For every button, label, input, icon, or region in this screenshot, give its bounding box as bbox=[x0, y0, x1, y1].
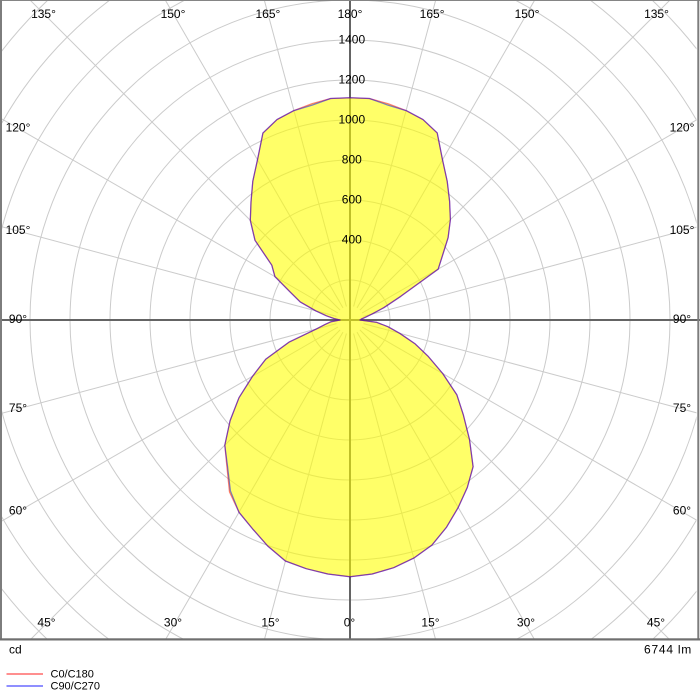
svg-text:165°: 165° bbox=[420, 7, 445, 21]
svg-text:105°: 105° bbox=[6, 223, 31, 237]
svg-text:1000: 1000 bbox=[338, 112, 365, 126]
svg-text:1200: 1200 bbox=[338, 72, 365, 86]
svg-text:90°: 90° bbox=[9, 312, 27, 326]
svg-text:150°: 150° bbox=[515, 7, 540, 21]
svg-text:800: 800 bbox=[342, 152, 362, 166]
svg-text:120°: 120° bbox=[6, 120, 31, 134]
svg-text:600: 600 bbox=[342, 192, 362, 206]
svg-text:90°: 90° bbox=[673, 312, 691, 326]
svg-text:60°: 60° bbox=[673, 504, 691, 518]
svg-text:135°: 135° bbox=[644, 7, 669, 21]
svg-text:400: 400 bbox=[342, 232, 362, 246]
svg-text:75°: 75° bbox=[9, 401, 27, 415]
svg-text:45°: 45° bbox=[647, 615, 665, 629]
svg-text:C0/C180: C0/C180 bbox=[51, 669, 94, 681]
svg-text:150°: 150° bbox=[161, 7, 186, 21]
svg-text:15°: 15° bbox=[261, 615, 279, 629]
svg-text:30°: 30° bbox=[517, 615, 535, 629]
svg-text:6744 lm: 6744 lm bbox=[644, 643, 692, 657]
svg-text:165°: 165° bbox=[255, 7, 280, 21]
svg-text:180°: 180° bbox=[338, 7, 363, 21]
svg-text:C90/C270: C90/C270 bbox=[51, 681, 101, 693]
svg-text:60°: 60° bbox=[9, 504, 27, 518]
svg-text:1400: 1400 bbox=[338, 32, 365, 46]
svg-text:cd: cd bbox=[9, 643, 22, 657]
svg-text:0°: 0° bbox=[344, 615, 356, 629]
svg-text:105°: 105° bbox=[670, 223, 695, 237]
svg-text:75°: 75° bbox=[673, 401, 691, 415]
svg-text:135°: 135° bbox=[31, 7, 56, 21]
svg-text:120°: 120° bbox=[670, 120, 695, 134]
svg-text:15°: 15° bbox=[421, 615, 439, 629]
svg-text:30°: 30° bbox=[164, 615, 182, 629]
svg-text:45°: 45° bbox=[37, 615, 55, 629]
